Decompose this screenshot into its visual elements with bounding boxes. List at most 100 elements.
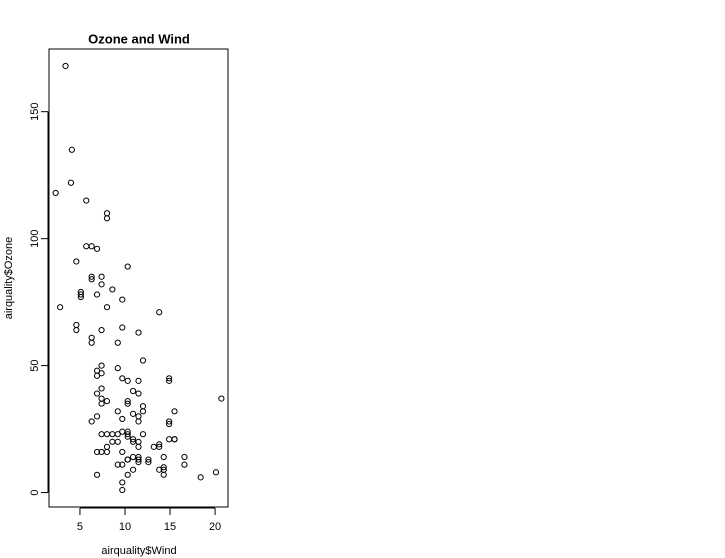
- point: [98, 395, 105, 402]
- point: [129, 436, 137, 443]
- x-tick-label: 5: [77, 521, 83, 533]
- point: [98, 281, 105, 288]
- point: [103, 431, 111, 438]
- point: [124, 400, 131, 407]
- point: [67, 179, 75, 186]
- point: [135, 443, 142, 450]
- point: [139, 408, 147, 415]
- point: [119, 448, 126, 456]
- point: [129, 410, 137, 417]
- point: [171, 408, 178, 415]
- point: [103, 443, 111, 450]
- point: [119, 461, 126, 468]
- point: [124, 428, 131, 435]
- point: [93, 471, 101, 478]
- point: [181, 453, 188, 461]
- point: [98, 362, 105, 369]
- point: [77, 291, 84, 298]
- point: [124, 456, 131, 463]
- point: [129, 453, 137, 461]
- point: [98, 273, 105, 280]
- point: [109, 286, 116, 293]
- point: [139, 357, 147, 364]
- point: [124, 471, 131, 478]
- chart-title: Ozone and Wind: [88, 31, 190, 46]
- point: [88, 273, 95, 280]
- point: [98, 370, 105, 377]
- x-tick-label: 10: [119, 521, 131, 533]
- point: [171, 436, 178, 443]
- y-tick-label: 150: [29, 102, 41, 120]
- point: [114, 339, 121, 346]
- point: [88, 334, 95, 341]
- point: [197, 474, 204, 481]
- point: [166, 377, 173, 384]
- point: [93, 413, 101, 420]
- point: [124, 398, 131, 405]
- point: [124, 377, 131, 384]
- point: [135, 329, 142, 336]
- point: [114, 431, 121, 438]
- point: [119, 324, 126, 331]
- point: [129, 387, 137, 395]
- point: [57, 304, 64, 311]
- point: [88, 276, 95, 283]
- point: [93, 372, 101, 379]
- point: [160, 471, 167, 478]
- point: [150, 443, 157, 450]
- point: [114, 438, 121, 445]
- point: [73, 258, 80, 265]
- point: [98, 326, 105, 334]
- x-axis-label: airquality$Wind: [101, 545, 176, 557]
- y-tick-label: 50: [29, 359, 41, 371]
- y-tick-label: 0: [29, 490, 41, 496]
- point: [156, 441, 163, 448]
- y-tick-label: 100: [29, 229, 41, 247]
- point: [88, 339, 95, 346]
- point: [93, 390, 101, 397]
- point: [103, 215, 111, 222]
- point: [135, 456, 142, 463]
- point: [119, 375, 126, 382]
- point: [139, 431, 147, 438]
- point: [160, 466, 167, 473]
- point: [103, 448, 111, 456]
- point: [124, 263, 131, 270]
- point: [135, 459, 142, 466]
- point: [135, 438, 142, 445]
- point: [212, 469, 220, 476]
- point: [103, 398, 111, 405]
- point: [52, 189, 59, 197]
- point: [98, 385, 105, 392]
- point: [77, 288, 84, 296]
- point: [73, 321, 80, 329]
- point: [145, 456, 152, 463]
- point: [166, 436, 173, 443]
- point: [83, 197, 90, 204]
- point: [114, 365, 121, 372]
- point: [166, 420, 173, 428]
- point: [103, 210, 111, 217]
- point: [93, 245, 101, 252]
- point: [135, 377, 142, 384]
- point: [156, 309, 163, 316]
- x-tick-label: 15: [164, 521, 176, 533]
- x-tick-label: 20: [209, 521, 221, 533]
- point: [135, 418, 142, 425]
- point: [103, 304, 111, 311]
- point: [135, 413, 142, 420]
- y-axis-label: airquality$Ozone: [3, 237, 15, 320]
- point: [73, 326, 80, 334]
- point: [109, 431, 116, 438]
- point: [98, 431, 105, 438]
- point: [68, 146, 75, 153]
- point: [139, 403, 147, 410]
- point: [93, 291, 101, 298]
- point: [119, 296, 126, 303]
- point: [160, 464, 167, 471]
- point: [114, 461, 121, 468]
- point: [98, 400, 105, 407]
- point: [109, 438, 116, 445]
